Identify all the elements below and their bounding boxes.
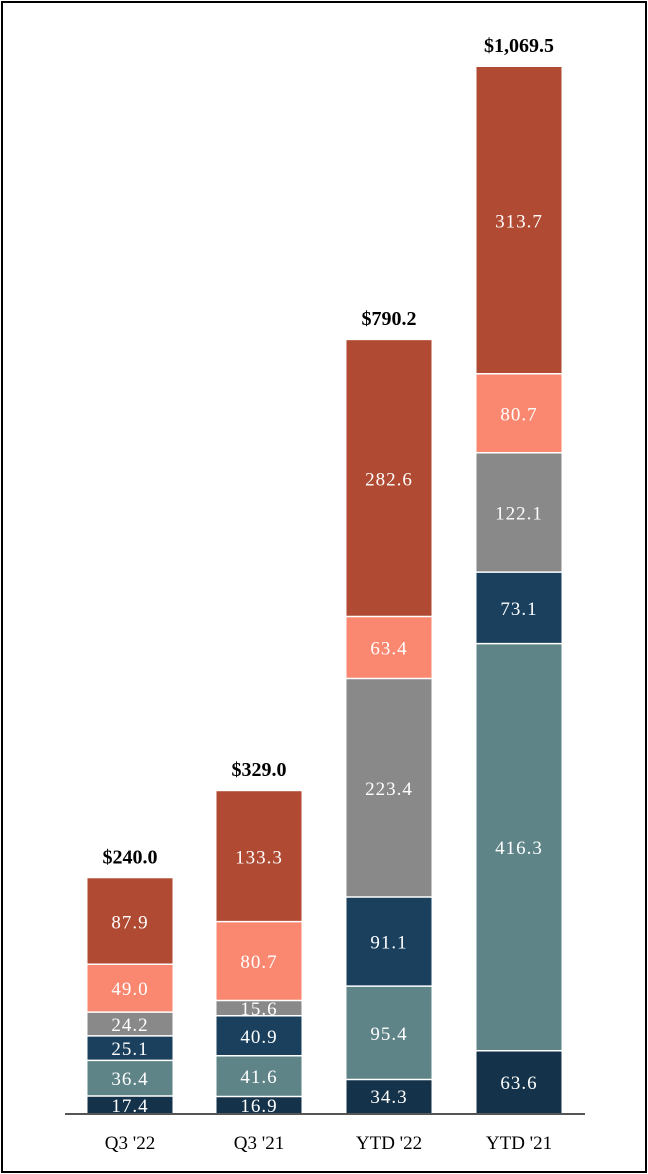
segment-value-label: 95.4 bbox=[370, 1024, 407, 1045]
bar-segment-4-6 bbox=[476, 67, 562, 374]
bar-segment-3-4 bbox=[346, 678, 432, 898]
segment-value-label: 63.6 bbox=[500, 1073, 537, 1094]
segment-value-label: 87.9 bbox=[111, 912, 148, 933]
segment-value-label: 24.2 bbox=[111, 1015, 148, 1036]
segment-value-label: 122.1 bbox=[495, 503, 543, 524]
bar-segment-2-3 bbox=[216, 1015, 302, 1056]
segment-value-label: 15.6 bbox=[240, 999, 277, 1020]
segment-value-label: 34.3 bbox=[370, 1087, 407, 1108]
segment-value-label: 133.3 bbox=[235, 847, 283, 868]
bar-segment-2-2 bbox=[216, 1055, 302, 1097]
segment-value-label: 16.9 bbox=[240, 1096, 277, 1117]
bar-segment-4-2 bbox=[476, 643, 562, 1051]
bar-total-label: $240.0 bbox=[103, 846, 158, 868]
bar-segment-2-5 bbox=[216, 921, 302, 1001]
segment-value-label: 282.6 bbox=[365, 469, 413, 490]
bar-segment-1-6 bbox=[87, 878, 173, 965]
bar-segment-1-5 bbox=[87, 964, 173, 1013]
bar-segment-2-4 bbox=[216, 1000, 302, 1016]
segment-value-label: 313.7 bbox=[495, 211, 543, 232]
bar-segment-1-4 bbox=[87, 1012, 173, 1036]
segment-value-label: 17.4 bbox=[111, 1096, 148, 1117]
x-tick-label: Q3 '21 bbox=[234, 1133, 284, 1154]
bar-total-label: $329.0 bbox=[232, 759, 287, 781]
segment-value-label: 40.9 bbox=[240, 1027, 277, 1048]
segment-value-label: 80.7 bbox=[500, 404, 537, 425]
segment-value-label: 49.0 bbox=[111, 979, 148, 1000]
bar-segment-4-4 bbox=[476, 452, 562, 573]
bar-segment-4-1 bbox=[476, 1050, 562, 1113]
bar-segment-3-1 bbox=[346, 1079, 432, 1113]
bar-segment-2-6 bbox=[216, 791, 302, 922]
x-tick-label: YTD '22 bbox=[356, 1133, 422, 1154]
bar-total-label: $1,069.5 bbox=[484, 35, 554, 57]
segment-value-label: 91.1 bbox=[370, 933, 407, 954]
bar-total-label: $790.2 bbox=[362, 308, 417, 330]
bar-segment-3-3 bbox=[346, 897, 432, 987]
bar-segment-2-1 bbox=[216, 1096, 302, 1113]
bar-segment-3-2 bbox=[346, 986, 432, 1080]
segment-value-label: 73.1 bbox=[500, 599, 537, 620]
segment-value-label: 223.4 bbox=[365, 779, 413, 800]
bar-segment-1-2 bbox=[87, 1060, 173, 1096]
segment-value-label: 36.4 bbox=[111, 1069, 148, 1090]
segment-value-label: 80.7 bbox=[240, 952, 277, 973]
segment-value-label: 63.4 bbox=[370, 639, 407, 660]
bar-segment-1-3 bbox=[87, 1035, 173, 1061]
segment-value-label: 416.3 bbox=[495, 838, 543, 859]
bar-segment-4-3 bbox=[476, 572, 562, 644]
segment-value-label: 41.6 bbox=[240, 1067, 277, 1088]
bar-segment-1-1 bbox=[87, 1095, 173, 1113]
bar-segment-4-5 bbox=[476, 373, 562, 453]
x-tick-label: YTD '21 bbox=[486, 1133, 552, 1154]
bar-segment-3-5 bbox=[346, 616, 432, 679]
bar-segment-3-6 bbox=[346, 340, 432, 617]
segment-value-label: 25.1 bbox=[111, 1039, 148, 1060]
x-tick-label: Q3 '22 bbox=[105, 1133, 155, 1154]
